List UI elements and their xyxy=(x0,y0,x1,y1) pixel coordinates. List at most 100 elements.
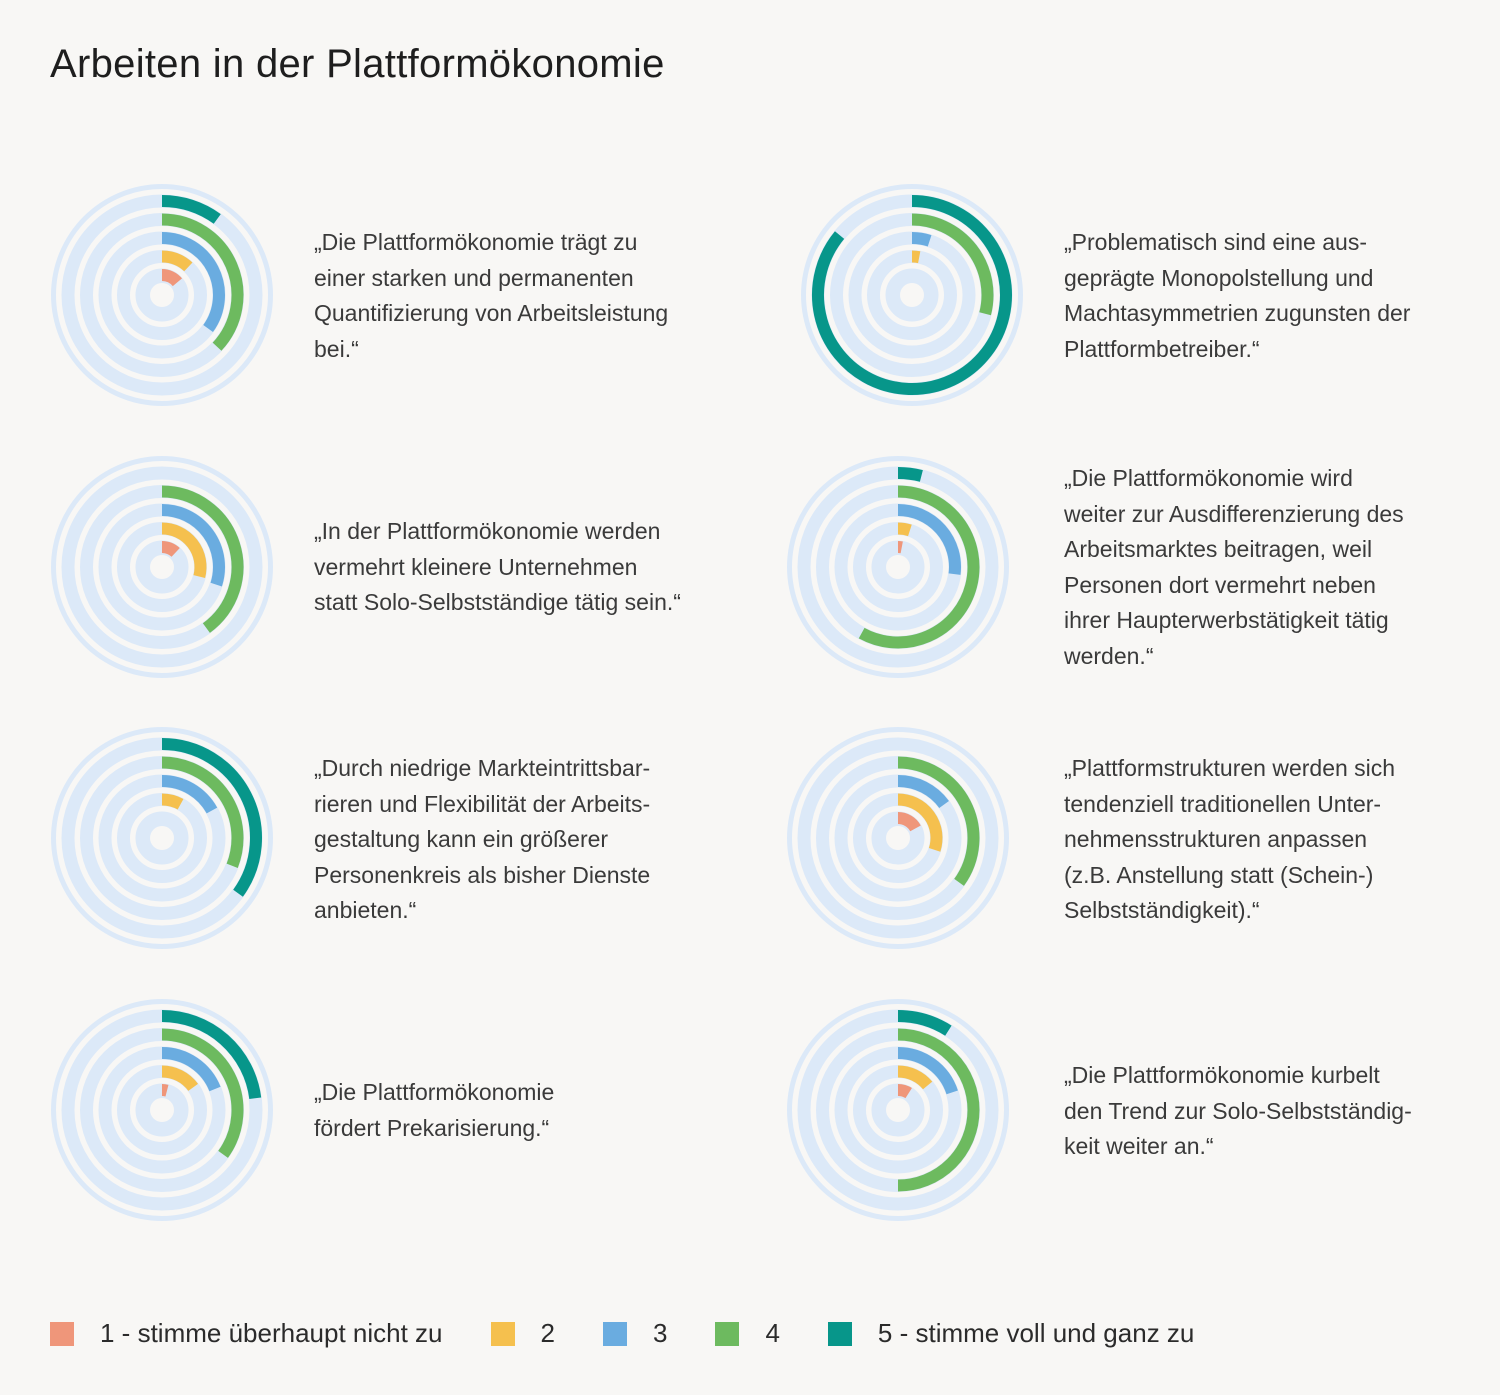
ring-separator xyxy=(130,1078,194,1142)
arc-value-1 xyxy=(161,541,180,558)
legend-swatch-1 xyxy=(50,1321,74,1346)
ring-separator xyxy=(810,479,986,655)
legend-item-1: 1 - stimme überhaupt nicht zu xyxy=(50,1318,443,1349)
arc-value-3 xyxy=(161,504,225,587)
statement-text-7: „Die Plattformökonomie fördert Prekarisi… xyxy=(314,1079,555,1141)
ring-separator xyxy=(74,207,250,383)
arc-value-2 xyxy=(161,1065,199,1092)
ring-separator xyxy=(847,516,949,618)
legend-swatch-5 xyxy=(827,1321,852,1346)
radial-chart-2 xyxy=(800,183,1024,407)
arc-value-4 xyxy=(897,756,980,886)
ring-separator xyxy=(111,516,213,618)
statement-text-4: „Die Plattformökonomie wird weiter zur A… xyxy=(1064,465,1404,669)
arc-value-2 xyxy=(161,250,193,272)
ring-separator xyxy=(93,226,231,364)
radial-center xyxy=(150,555,174,579)
ring-separator xyxy=(56,461,268,673)
ring-separator xyxy=(111,1059,213,1161)
legend-item-4: 4 xyxy=(715,1318,780,1349)
radial-chart-7 xyxy=(50,998,274,1222)
arc-value-1 xyxy=(897,812,921,832)
arc-value-3 xyxy=(161,775,218,814)
statement-text-3: „In der Plattformökonomie werden vermehr… xyxy=(314,518,681,615)
arc-value-4 xyxy=(161,756,244,868)
arc-value-1 xyxy=(161,269,183,287)
arc-value-1 xyxy=(897,1083,912,1099)
ring-separator xyxy=(111,244,213,346)
arc-value-4 xyxy=(161,485,244,633)
ring-separator xyxy=(792,732,1004,944)
arc-value-3 xyxy=(897,775,949,809)
chart-title: Arbeiten in der Plattformökonomie xyxy=(50,42,665,86)
radial-chart-8 xyxy=(786,998,1010,1222)
radial-center xyxy=(150,1098,174,1122)
arc-value-2 xyxy=(897,522,912,537)
ring-separator xyxy=(93,498,231,636)
radial-center xyxy=(886,826,910,850)
legend-item-5: 5 - stimme voll und ganz zu xyxy=(827,1318,1195,1349)
arc-value-3 xyxy=(161,1047,221,1092)
statement-text-1: „Die Plattformökonomie trägt zu einer st… xyxy=(314,229,669,362)
legend-label-2: 2 xyxy=(540,1318,555,1348)
radial-chart-1 xyxy=(50,183,274,407)
arc-value-3 xyxy=(897,504,961,575)
arc-value-4 xyxy=(161,1028,244,1158)
ring-separator xyxy=(792,461,1004,673)
ring-separator xyxy=(829,769,967,907)
legend-item-2: 2 xyxy=(490,1318,555,1349)
legend-label-5: 5 - stimme voll und ganz zu xyxy=(877,1318,1195,1348)
radial-chart-5 xyxy=(50,726,274,950)
arc-value-3 xyxy=(897,1047,958,1095)
radial-center xyxy=(886,1098,910,1122)
statement-text-5: „Durch niedrige Markteintrittsbar- riere… xyxy=(314,755,651,923)
legend-label-3: 3 xyxy=(652,1318,668,1348)
arc-value-2 xyxy=(897,793,943,852)
ring-separator xyxy=(861,244,963,346)
ring-separator xyxy=(130,535,194,599)
legend-label-1: 1 - stimme überhaupt nicht zu xyxy=(100,1318,443,1348)
arc-value-5 xyxy=(161,195,221,224)
arc-value-3 xyxy=(161,232,225,333)
arc-value-5 xyxy=(161,1010,262,1100)
ring-separator xyxy=(792,1004,1004,1216)
ring-separator xyxy=(880,263,944,327)
arc-value-4 xyxy=(897,1028,980,1192)
ring-separator xyxy=(866,535,930,599)
radial-center xyxy=(150,283,174,307)
arc-value-5 xyxy=(161,738,262,897)
arc-value-1 xyxy=(161,1084,169,1097)
ring-separator xyxy=(866,806,930,870)
ring-separator xyxy=(829,498,967,636)
statement-text-6: „Plattformstrukturen werden sich tendenz… xyxy=(1064,755,1396,923)
arc-value-4 xyxy=(858,485,980,649)
ring-separator xyxy=(866,1078,930,1142)
legend-swatch-2 xyxy=(490,1321,515,1346)
ring-separator xyxy=(829,1041,967,1179)
arc-value-4 xyxy=(911,213,994,316)
statement-text-8: „Die Plattformökonomie kurbelt den Trend… xyxy=(1064,1062,1412,1159)
arc-value-5 xyxy=(897,1010,952,1036)
arc-value-2 xyxy=(897,1065,933,1090)
ring-separator xyxy=(111,787,213,889)
ring-separator xyxy=(843,226,981,364)
arc-value-4 xyxy=(161,213,244,351)
ring-separator xyxy=(810,750,986,926)
statement-text-2: „Problematisch sind eine aus- geprägte M… xyxy=(1064,229,1411,362)
ring-separator xyxy=(130,263,194,327)
ring-separator xyxy=(810,1022,986,1198)
ring-separator xyxy=(806,189,1018,401)
arc-value-2 xyxy=(161,522,207,579)
ring-separator xyxy=(824,207,1000,383)
ring-separator xyxy=(93,769,231,907)
ring-separator xyxy=(74,479,250,655)
radial-center xyxy=(150,826,174,850)
ring-separator xyxy=(93,1041,231,1179)
legend-swatch-3 xyxy=(602,1321,627,1346)
arc-value-3 xyxy=(911,232,932,247)
radial-center xyxy=(886,555,910,579)
ring-separator xyxy=(130,806,194,870)
ring-separator xyxy=(847,1059,949,1161)
radial-chart-3 xyxy=(50,455,274,679)
